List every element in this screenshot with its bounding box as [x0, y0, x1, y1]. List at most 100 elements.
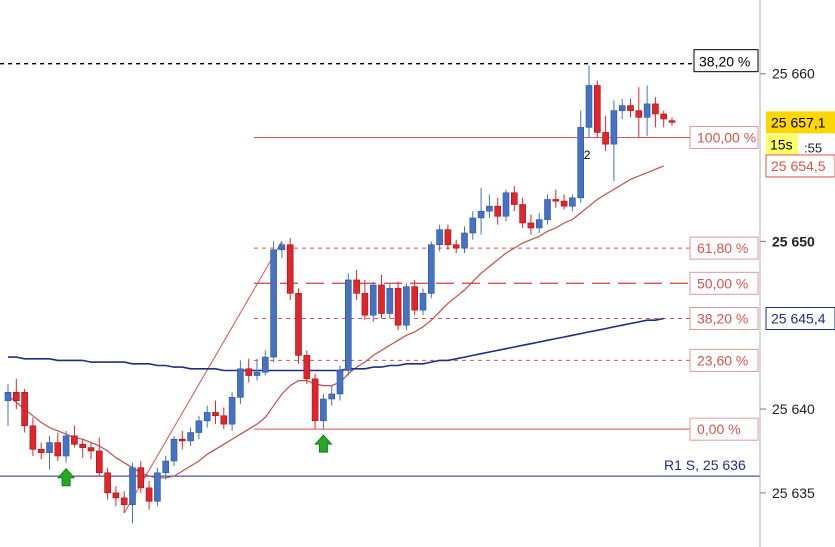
last-price-value: 25 657,1: [771, 114, 826, 130]
candle-body: [552, 199, 560, 202]
fib-level-box: [689, 307, 759, 331]
candle-body: [361, 293, 369, 316]
fib-level-label: 23,60 %: [697, 352, 748, 368]
candle-body: [502, 192, 510, 217]
candle-body: [46, 442, 53, 453]
candle-body: [154, 472, 161, 502]
candle-body: [21, 391, 28, 427]
blue-ma-value: 25 645,4: [771, 311, 826, 327]
blue-ma-badge: [765, 307, 835, 331]
candle-body: [29, 425, 37, 450]
candle-body: [560, 200, 568, 207]
candle-body: [220, 415, 228, 425]
level-labels: 38,20 % 100,00 % 61,80 % 50,00 % 38,20 % 23,6…: [584, 49, 759, 473]
candle-body: [120, 497, 128, 505]
fib-level-box: [689, 125, 759, 149]
candle-body: [535, 219, 543, 229]
blue-moving-average: [8, 317, 664, 372]
candle-body: [13, 391, 20, 401]
candle-body: [195, 420, 203, 433]
candle-body: [652, 103, 659, 115]
red-ma-badge: [765, 154, 835, 178]
candle-body: [187, 432, 194, 442]
candle-body: [253, 371, 261, 376]
candle-body: [444, 229, 452, 246]
candle-body: [585, 85, 593, 128]
candle-body: [311, 378, 319, 422]
candle-body: [328, 393, 336, 400]
candle-body: [137, 467, 145, 489]
candle-body: [610, 110, 618, 145]
red-moving-average: [7, 165, 664, 479]
candle-body: [245, 368, 252, 376]
candle-body: [344, 279, 352, 371]
candle-body: [203, 412, 211, 422]
candle-body: [212, 412, 219, 417]
candle-body: [228, 397, 236, 425]
candle-body: [403, 286, 410, 326]
fib-level-box: [689, 271, 759, 295]
fibonacci-lines: [0, 62, 695, 514]
timeframe-badge: [766, 134, 798, 155]
candle-body: [179, 438, 186, 442]
candle-body: [577, 127, 585, 199]
candle-body: [618, 105, 626, 111]
candle-body: [486, 205, 493, 212]
candle-body: [627, 105, 634, 111]
candle-body: [320, 398, 327, 422]
candle-body: [112, 492, 120, 499]
fib-level-label: 38,20 %: [697, 311, 748, 327]
fib-level-label: 0,00 %: [697, 421, 741, 437]
fib-extension-label: 38,20 %: [699, 54, 750, 70]
price-axis: 25 635 25 640 25 650 25 660:55 25 654,5 25 64…: [759, 0, 835, 547]
candle-body: [643, 103, 651, 118]
candles: [4, 65, 676, 524]
hidden-price-tag: :55: [804, 140, 822, 155]
candle-body: [353, 279, 360, 294]
axis-tick-label: 25 660: [772, 66, 815, 82]
signals: [56, 434, 333, 487]
candle-body: [170, 438, 178, 462]
candle-body: [278, 244, 286, 251]
fib-level-label: 50,00 %: [697, 275, 748, 291]
candle-body: [593, 85, 601, 133]
buy-signal-arrow-icon: [314, 434, 333, 453]
candle-body: [162, 460, 169, 474]
pivot-r1-label: R1 S, 25 636: [664, 457, 746, 473]
wave-label: 2: [584, 148, 591, 162]
timeframe-label: 15s: [770, 136, 793, 152]
candle-body: [461, 232, 468, 249]
red-ma-value: 25 654,5: [771, 158, 826, 174]
candle-body: [635, 110, 643, 118]
candle-body: [668, 120, 676, 123]
candle-body: [62, 435, 70, 457]
axis-tick-label: 25 650: [772, 233, 815, 249]
candle-body: [544, 199, 551, 220]
candle-body: [602, 132, 609, 145]
fib-level-box: [689, 348, 759, 372]
candle-body: [286, 244, 294, 294]
candle-body: [96, 450, 103, 474]
candle-body: [419, 293, 427, 311]
candle-body: [660, 113, 668, 120]
candle-body: [270, 249, 277, 358]
candle-body: [261, 356, 269, 373]
candle-body: [452, 244, 460, 249]
candle-body: [129, 467, 136, 505]
candle-body: [336, 370, 344, 395]
candle-body: [71, 435, 78, 445]
candle-body: [54, 442, 62, 457]
candle-body: [527, 222, 535, 229]
candle-body: [295, 293, 302, 356]
fib-level-box: [689, 236, 759, 260]
fib-level-box: [689, 417, 759, 441]
candle-body: [436, 229, 443, 246]
moving-averages: [7, 165, 664, 479]
fib-level-label: 61,80 %: [697, 240, 748, 256]
candle-body: [510, 192, 518, 205]
last-price-badge: [766, 111, 835, 134]
candle-body: [394, 288, 402, 326]
candle-body: [237, 368, 244, 398]
candle-body: [378, 284, 385, 314]
